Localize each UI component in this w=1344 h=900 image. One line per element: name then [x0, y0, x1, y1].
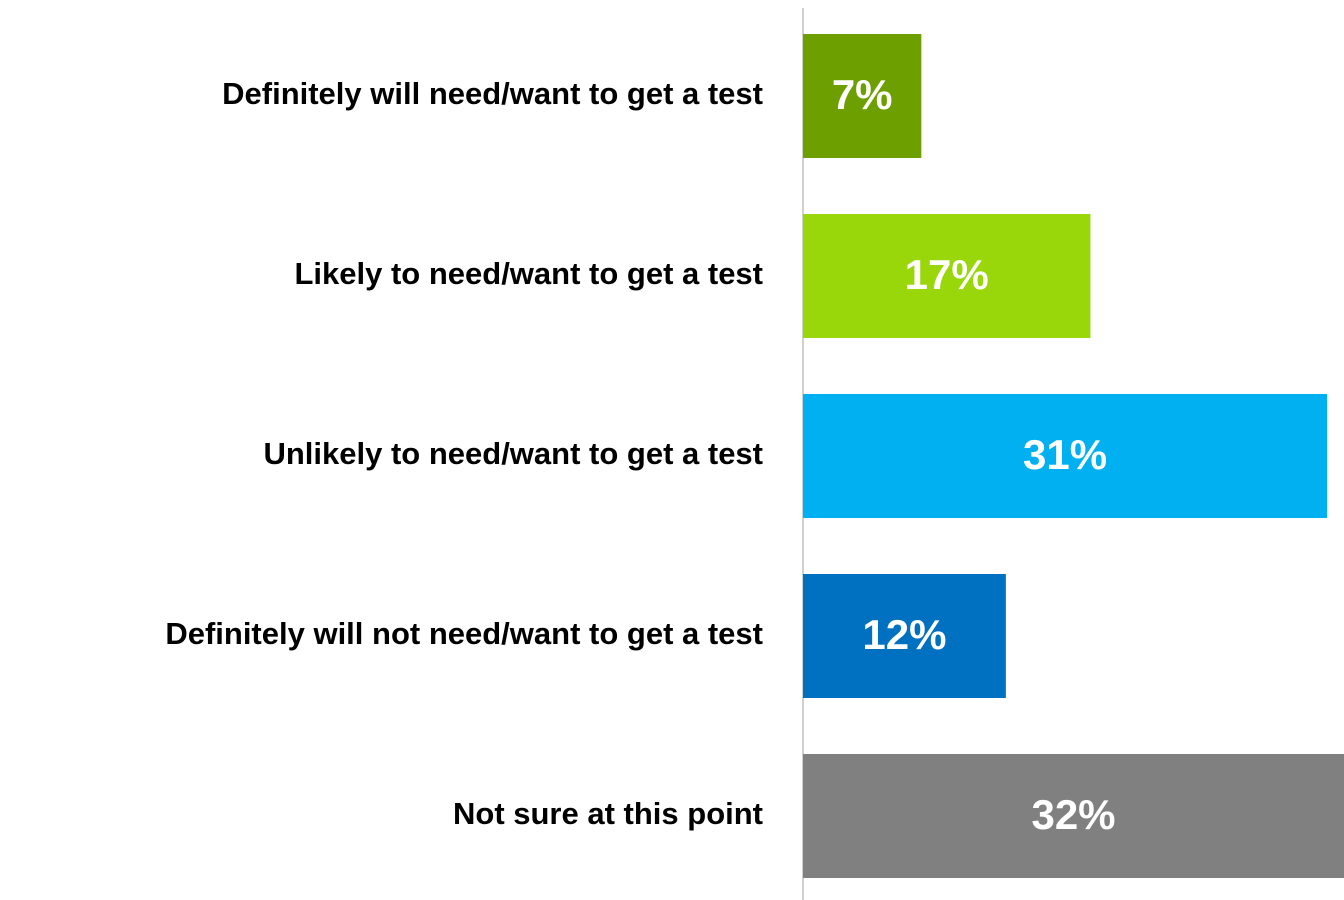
category-label: Unlikely to need/want to get a test [263, 436, 763, 471]
bar [803, 574, 1006, 698]
value-label: 32% [1031, 791, 1115, 838]
value-label: 17% [905, 251, 989, 298]
value-label: 31% [1023, 431, 1107, 478]
bar [803, 34, 922, 158]
category-label: Not sure at this point [453, 796, 763, 831]
category-label: Definitely will need/want to get a test [222, 76, 763, 111]
category-label: Likely to need/want to get a test [294, 256, 763, 291]
value-label: 12% [862, 611, 946, 658]
bar [803, 754, 1344, 878]
value-label: 7% [832, 71, 893, 118]
bar [803, 214, 1091, 338]
category-label: Definitely will not need/want to get a t… [165, 616, 763, 651]
bar [803, 394, 1328, 518]
